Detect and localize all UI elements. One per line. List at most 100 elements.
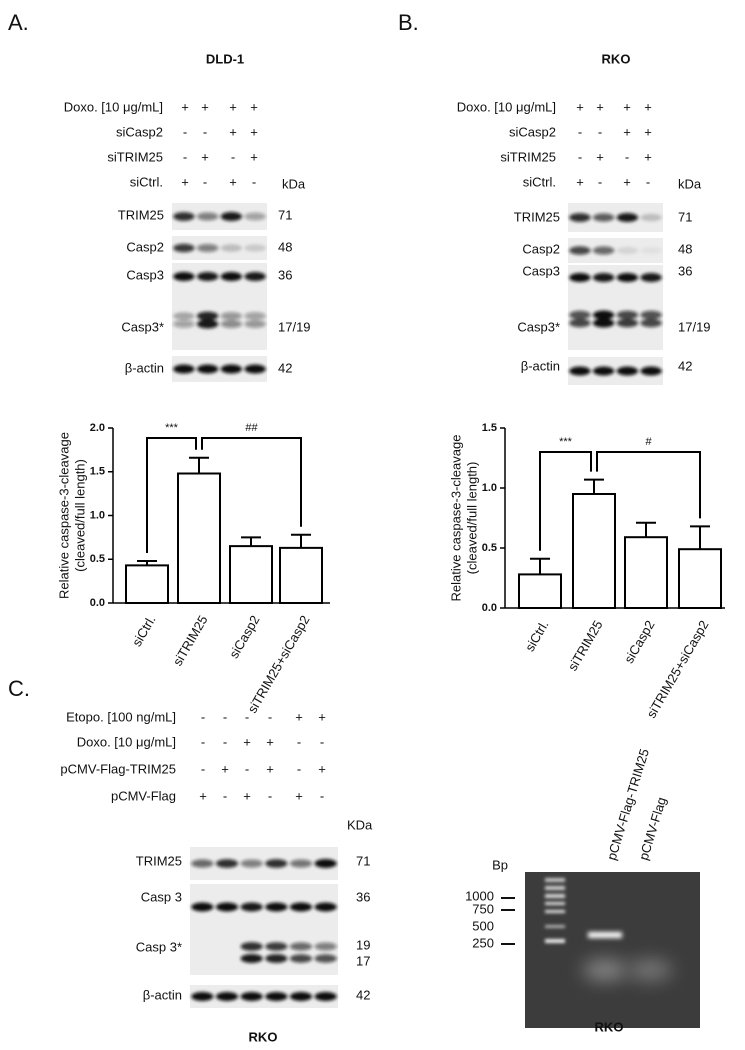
treatment-sign: - [268, 709, 272, 724]
treatment-sign: + [181, 99, 189, 114]
band [240, 992, 263, 1001]
band [173, 272, 195, 281]
y-axis-label: Relative caspase-3-cleavage [56, 432, 71, 599]
treatment-sign: - [320, 734, 324, 749]
band [592, 366, 615, 376]
x-tick-label: siTRIM25+siCasp2 [643, 618, 711, 721]
treatment-sign: + [243, 788, 251, 803]
treatment-sign: - [578, 124, 582, 139]
treatment-sign: + [318, 709, 326, 724]
treatment-sign: - [183, 124, 187, 139]
kda-label: 36 [356, 889, 370, 904]
y-tick-label: 2.0 [90, 422, 105, 434]
kda-label: 48 [278, 239, 292, 254]
treatment-sign: - [223, 709, 227, 724]
x-tick-label: siCtrl. [129, 613, 159, 649]
x-tick-label: siTRIM25 [565, 618, 606, 674]
y-tick-label: 1.5 [482, 422, 497, 434]
significance-bracket [596, 451, 701, 519]
treatment-sign: - [646, 174, 650, 189]
band [592, 273, 615, 282]
band [289, 942, 313, 951]
band [196, 212, 219, 221]
band [215, 992, 239, 1001]
band [244, 312, 266, 320]
treatment-sign: + [266, 761, 274, 776]
protein-label: Casp2 [126, 239, 164, 254]
band [196, 272, 219, 281]
treatment-label: siCtrl. [523, 174, 556, 189]
treatment-sign: + [623, 174, 631, 189]
band [215, 859, 239, 868]
kda-header: KDa [347, 817, 373, 832]
treatment-label: Doxo. [10 μg/mL] [64, 99, 163, 114]
band [265, 992, 288, 1001]
cell-line: RKO [602, 51, 631, 66]
blot [190, 985, 338, 1008]
treatment-sign: - [297, 734, 301, 749]
protein-label: Casp 3* [136, 939, 182, 954]
protein-label: Casp3 [522, 263, 560, 278]
y-axis-label: (cleaved/full length) [72, 459, 87, 572]
band [289, 992, 313, 1001]
band [289, 902, 313, 912]
band [569, 310, 591, 320]
treatment-sign: + [318, 761, 326, 776]
ladder-label: 250 [472, 935, 494, 950]
treatment-sign: + [623, 124, 631, 139]
treatment-sign: - [203, 124, 207, 139]
band [314, 954, 337, 963]
kda-header: kDa [282, 176, 306, 191]
caption: RKO [595, 1019, 624, 1034]
treatment-label: Etopo. [100 ng/mL] [66, 709, 176, 724]
treatment-sign: + [266, 734, 274, 749]
protein-label: Casp 3 [141, 889, 182, 904]
band [244, 272, 266, 281]
band [569, 213, 591, 222]
bar [518, 573, 562, 610]
gel: Bp 1000 750 500 250 pCMV-Flag-TRIM25 pCM… [465, 747, 700, 1034]
protein-label: TRIM25 [118, 207, 164, 222]
bar [279, 546, 323, 604]
bands [173, 243, 266, 253]
bp-header: Bp [492, 857, 508, 872]
bar [678, 548, 722, 610]
band [616, 310, 639, 320]
band [569, 318, 591, 328]
band [173, 212, 195, 221]
kda-label: 48 [678, 241, 692, 256]
bands [569, 310, 662, 328]
protein-label: Casp3 [126, 267, 164, 282]
y-axis-label: (cleaved/full length) [464, 462, 479, 575]
band [569, 273, 591, 282]
kda-label: 17 [356, 953, 370, 968]
significance-bracket [146, 437, 197, 553]
treatment-sign: - [252, 174, 256, 189]
bands [569, 366, 662, 376]
ladder-ticks [501, 897, 515, 945]
band [616, 246, 639, 255]
band [196, 364, 219, 374]
bands [191, 992, 337, 1001]
treatment-label: siCasp2 [116, 124, 163, 139]
band [173, 243, 195, 253]
bands [569, 246, 662, 255]
bands [173, 311, 266, 329]
primer-haze [583, 960, 627, 980]
treatment-sign: - [268, 788, 272, 803]
band [640, 310, 662, 320]
treatment-sign: + [644, 124, 652, 139]
panel-label: C. [8, 676, 30, 701]
bands [240, 942, 337, 963]
band [640, 246, 662, 255]
bands [191, 902, 337, 912]
protein-label: Casp3* [517, 319, 560, 334]
band [569, 246, 591, 255]
treatment-sign: - [223, 788, 227, 803]
blot [190, 847, 338, 880]
treatment-sign: + [201, 99, 209, 114]
treatment-sign: + [644, 99, 652, 114]
bar [624, 536, 668, 610]
primer-haze [628, 960, 672, 980]
